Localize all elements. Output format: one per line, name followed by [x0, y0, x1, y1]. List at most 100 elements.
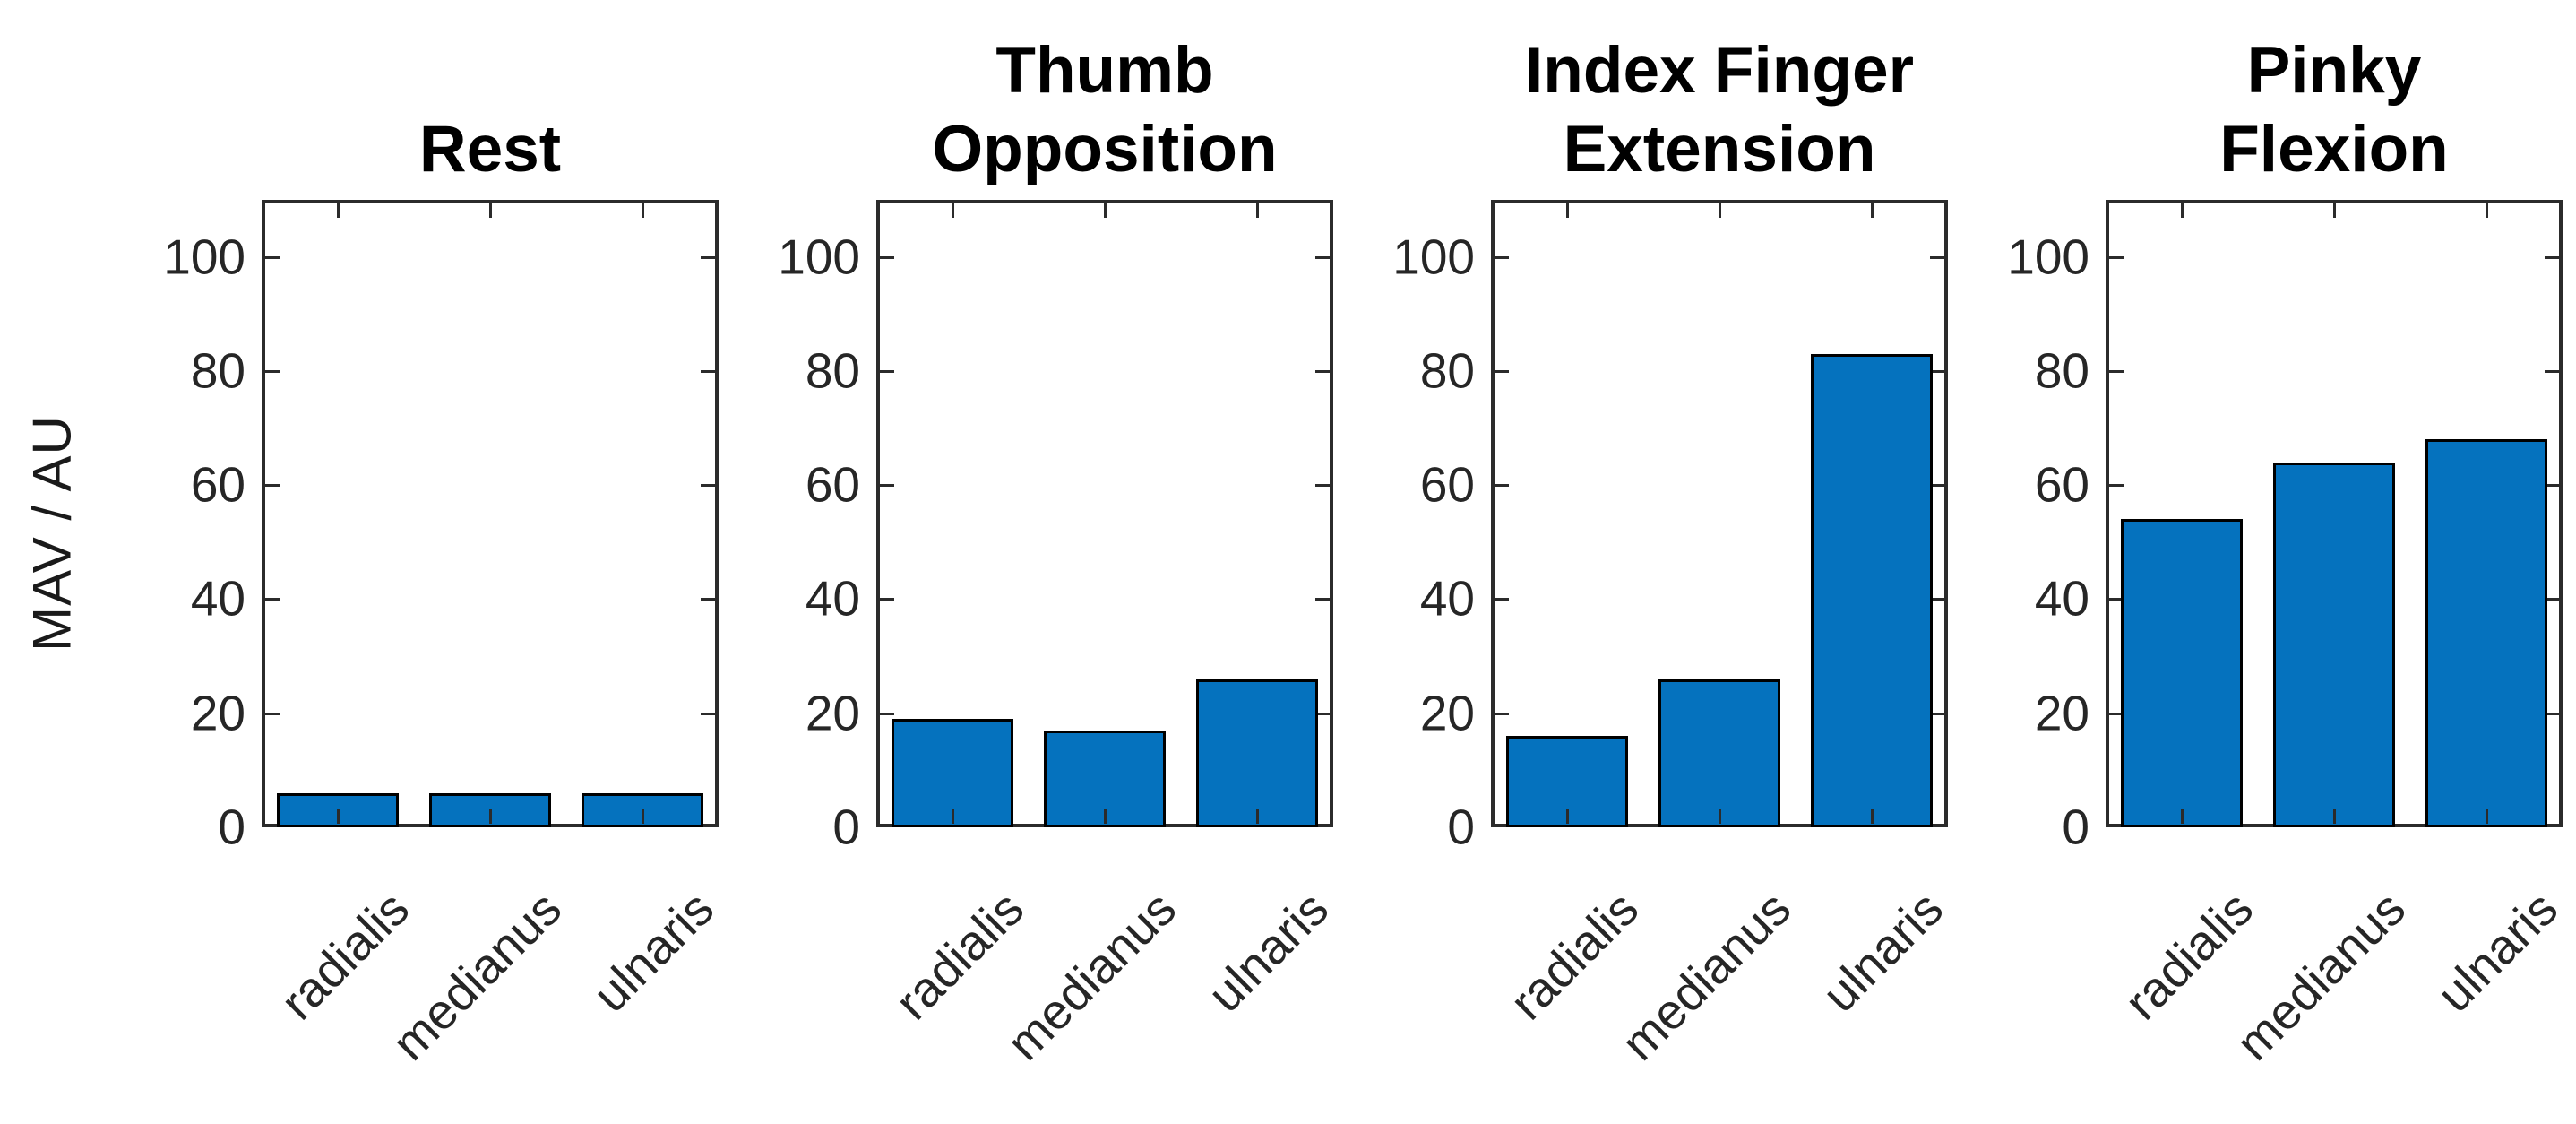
y-tick-mark-right	[701, 484, 715, 488]
y-tick-mark-right	[1315, 484, 1330, 488]
y-tick-label: 60	[2034, 456, 2089, 513]
x-tick-label-medianus: medianus	[995, 880, 1187, 1071]
x-tick-label-radialis: radialis	[884, 880, 1035, 1031]
x-tick-mark-top	[642, 203, 644, 218]
y-tick-mark-left	[880, 255, 894, 259]
y-tick-label: 100	[778, 229, 860, 285]
bar-radialis	[892, 719, 1013, 827]
y-tick-label: 20	[805, 685, 860, 741]
x-tick-label-radialis: radialis	[1499, 880, 1650, 1031]
chart-title-line: Flexion	[2219, 113, 2449, 186]
y-tick-mark-right	[1315, 255, 1330, 259]
bar-radialis	[2121, 519, 2243, 827]
y-tick-mark-left	[880, 484, 894, 488]
bar-medianus	[2273, 462, 2395, 827]
x-tick-label-ulnaris: ulnaris	[582, 880, 725, 1023]
y-tick-mark-right	[1930, 369, 1944, 373]
y-tick-mark-left	[265, 598, 280, 601]
subplot-index-finger-extension: Index Finger Extension 0 20 40 60 80 100 radiali…	[1392, 34, 1953, 1071]
y-tick-mark-right	[1930, 712, 1944, 715]
y-tick-mark-left	[1495, 712, 1509, 715]
bar-ulnaris	[1196, 679, 1318, 827]
y-tick-mark-right	[2545, 598, 2559, 601]
y-tick-label: 80	[2034, 342, 2089, 399]
x-tick-mark-bottom	[489, 809, 492, 824]
y-tick-label: 40	[1419, 570, 1475, 627]
bar-ulnaris	[2425, 439, 2547, 827]
y-tick-mark-left	[1495, 598, 1509, 601]
y-tick-mark-left	[2109, 712, 2124, 715]
x-tick-mark-top	[2181, 203, 2184, 218]
x-tick-mark-top	[1566, 203, 1569, 218]
chart-title-line: Rest	[418, 113, 562, 186]
chart-title-line: Pinky	[2246, 34, 2422, 107]
chart-title-line: Index Finger	[1524, 34, 1914, 107]
y-tick-mark-left	[880, 712, 894, 715]
x-tick-mark-top	[489, 203, 492, 218]
plot-area	[262, 200, 719, 827]
x-tick-mark-top	[952, 203, 954, 218]
chart-title-line: Opposition	[932, 113, 1278, 186]
y-tick-mark-right	[1930, 484, 1944, 488]
x-tick-mark-top	[337, 203, 340, 218]
chart-title-line: Extension	[1563, 113, 1876, 186]
y-tick-mark-right	[2545, 484, 2559, 488]
y-tick-label: 40	[805, 570, 860, 627]
y-tick-mark-left	[1495, 484, 1509, 488]
y-tick-mark-right	[1930, 598, 1944, 601]
chart-title: Pinky Flexion	[2052, 21, 2576, 189]
chart-title: Index Finger Extension	[1437, 21, 2002, 189]
bar-medianus	[1658, 679, 1780, 827]
x-tick-mark-top	[2333, 203, 2336, 218]
x-tick-mark-bottom	[952, 809, 954, 824]
x-tick-mark-bottom	[1104, 809, 1107, 824]
bar-ulnaris	[1811, 353, 1933, 827]
y-tick-label: 80	[805, 342, 860, 399]
x-tick-mark-top	[1719, 203, 1721, 218]
y-tick-mark-left	[265, 484, 280, 488]
x-tick-label-medianus: medianus	[2225, 880, 2417, 1071]
y-tick-mark-right	[701, 712, 715, 715]
chart-title: Thumb Opposition	[823, 21, 1387, 189]
y-tick-mark-right	[1930, 255, 1944, 259]
y-tick-mark-left	[265, 255, 280, 259]
y-tick-mark-right	[1315, 712, 1330, 715]
x-tick-mark-bottom	[1719, 809, 1721, 824]
y-tick-mark-right	[2545, 712, 2559, 715]
y-tick-label: 100	[163, 229, 246, 285]
y-tick-mark-right	[701, 255, 715, 259]
x-tick-label-ulnaris: ulnaris	[2425, 880, 2569, 1023]
x-tick-mark-bottom	[1256, 809, 1259, 824]
y-tick-mark-left	[1495, 369, 1509, 373]
chart-title-line: Thumb	[995, 34, 1214, 107]
y-tick-mark-left	[265, 712, 280, 715]
x-tick-mark-bottom	[2333, 809, 2336, 824]
x-tick-mark-top	[1104, 203, 1107, 218]
subplot-thumb-opposition: Thumb Opposition 0 20 40 60 80 100 radialis media…	[778, 34, 1339, 1071]
y-tick-label: 60	[1419, 456, 1475, 513]
y-tick-label: 60	[190, 456, 246, 513]
x-tick-mark-bottom	[2181, 809, 2184, 824]
y-tick-mark-left	[2109, 598, 2124, 601]
y-tick-mark-left	[880, 598, 894, 601]
y-tick-mark-left	[1495, 255, 1509, 259]
x-tick-mark-bottom	[1566, 809, 1569, 824]
y-tick-label: 0	[2062, 799, 2089, 855]
y-tick-mark-left	[265, 369, 280, 373]
y-tick-label: 20	[1419, 685, 1475, 741]
y-tick-label: 100	[1392, 229, 1475, 285]
y-tick-label: 60	[805, 456, 860, 513]
subplot-pinky-flexion: Pinky Flexion 0 20 40 60 80 100 radialis medianus…	[2007, 34, 2568, 1071]
y-tick-label: 40	[2034, 570, 2089, 627]
y-tick-label: 40	[190, 570, 246, 627]
x-tick-mark-top	[1256, 203, 1259, 218]
x-tick-label-medianus: medianus	[381, 880, 573, 1071]
y-tick-label: 20	[190, 685, 246, 741]
y-tick-mark-right	[2545, 255, 2559, 259]
y-tick-label: 0	[1447, 799, 1475, 855]
x-tick-label-radialis: radialis	[2114, 880, 2264, 1031]
x-tick-label-medianus: medianus	[1610, 880, 1802, 1071]
x-tick-label-ulnaris: ulnaris	[1196, 880, 1340, 1023]
y-tick-mark-right	[701, 369, 715, 373]
